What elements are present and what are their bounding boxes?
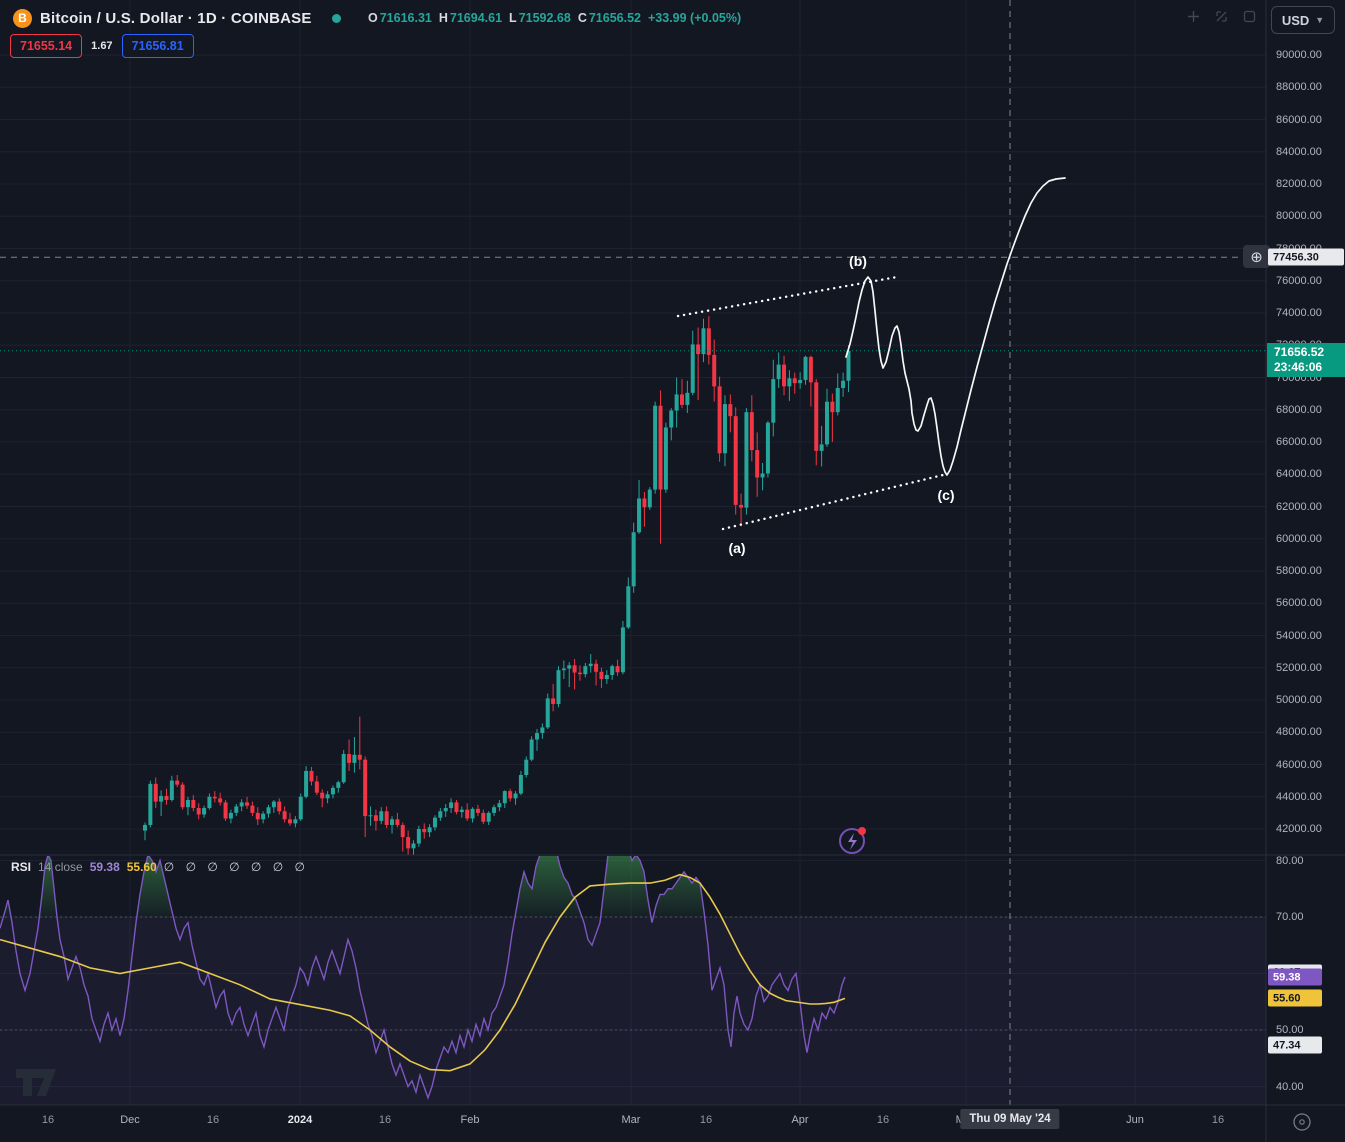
price-axis-label: 52000.00 — [1276, 661, 1322, 674]
add-pane-icon[interactable] — [1186, 9, 1201, 24]
close-value: 71656.52 — [588, 11, 641, 25]
price-axis-label: 62000.00 — [1276, 500, 1322, 513]
ohlc-readout: O 71616.31 H 71694.61 L 71592.68 C 71656… — [368, 11, 741, 25]
crosshair-date-badge: Thu 09 May '24 — [960, 1109, 1060, 1129]
symbol-header: B Bitcoin / U.S. Dollar · 1D · COINBASE — [13, 7, 341, 29]
price-axis-label: 44000.00 — [1276, 790, 1322, 803]
time-axis-tick: 16 — [378, 1114, 392, 1126]
price-axis-label: 86000.00 — [1276, 113, 1322, 126]
projection-path — [845, 177, 1066, 476]
time-axis-tick: 16 — [699, 1114, 713, 1126]
close-label: C — [577, 11, 587, 25]
rsi-value-badge: 55.60 — [1268, 989, 1322, 1007]
time-axis-tick: Dec — [120, 1114, 140, 1126]
high-label: H — [438, 11, 448, 25]
price-axis-label: 80000.00 — [1276, 210, 1322, 223]
price-axis-label: 48000.00 — [1276, 726, 1322, 739]
rsi-axis-label: 70.00 — [1276, 911, 1304, 923]
rsi-params: 14 close — [38, 860, 83, 874]
market-status-icon[interactable] — [331, 13, 341, 23]
trendline-lower — [721, 472, 949, 531]
time-axis-tick: 16 — [1211, 1114, 1225, 1126]
tradingview-logo-watermark — [16, 1069, 56, 1096]
low-value: 71592.68 — [518, 11, 571, 25]
timezone-clock-icon — [1293, 1113, 1311, 1131]
price-axis-label: 54000.00 — [1276, 629, 1322, 642]
rsi-legend[interactable]: RSI 14 close 59.38 55.60 ∅ ∅ ∅ ∅ ∅ ∅ ∅ — [11, 860, 309, 874]
price-axis-label: 88000.00 — [1276, 81, 1322, 94]
price-axis-label: 76000.00 — [1276, 274, 1322, 287]
spread-value: 1.67 — [91, 40, 113, 52]
last-price-badge: 71656.52 23:46:06 — [1267, 342, 1345, 377]
add-alert-plus-icon[interactable]: ⊕ — [1243, 245, 1270, 268]
price-axis-label: 74000.00 — [1276, 307, 1322, 319]
chevron-down-icon: ▼ — [1315, 15, 1325, 25]
rsi-ma-line — [0, 873, 846, 1072]
price-axis-label: 68000.00 — [1276, 403, 1322, 416]
price-axis-label: 90000.00 — [1276, 49, 1322, 61]
open-value: 71616.31 — [379, 11, 432, 25]
wave-label-a: (a) — [728, 540, 745, 556]
sell-button[interactable]: 71655.14 — [10, 34, 83, 58]
price-axis-label: 64000.00 — [1276, 468, 1322, 481]
rsi-overbought-fill — [0, 856, 845, 917]
rsi-empty-values: ∅ ∅ ∅ ∅ ∅ ∅ ∅ — [163, 860, 309, 874]
price-axis-label: 46000.00 — [1276, 758, 1322, 771]
low-label: L — [509, 11, 517, 25]
currency-dropdown[interactable]: USD ▼ — [1271, 6, 1335, 34]
candles — [143, 316, 851, 855]
rsi-axis-label: 40.00 — [1276, 1080, 1304, 1093]
rsi-value: 59.38 — [89, 860, 120, 874]
buy-button[interactable]: 71656.81 — [121, 34, 194, 58]
price-axis-label: 82000.00 — [1276, 178, 1322, 190]
time-axis-tick: 16 — [876, 1114, 890, 1126]
grid — [0, 0, 1266, 1105]
high-value: 71694.61 — [449, 11, 503, 25]
time-axis-tick: 16 — [206, 1114, 220, 1126]
price-axis-label: 42000.00 — [1276, 823, 1322, 835]
time-axis-tick: 2024 — [287, 1114, 313, 1126]
change-value: +33.99 (+0.05%) — [648, 11, 742, 25]
bitcoin-icon: B — [13, 8, 32, 28]
expand-icon[interactable] — [1214, 9, 1229, 24]
open-label: O — [368, 11, 378, 25]
rsi-indicator-name[interactable]: RSI — [11, 860, 32, 874]
price-axis-label: 50000.00 — [1276, 694, 1322, 706]
price-axis-label: 58000.00 — [1276, 565, 1322, 577]
bar-countdown: 23:46:06 — [1274, 359, 1323, 374]
trendline-upper — [676, 275, 899, 318]
rsi-ma-value: 55.60 — [126, 860, 157, 874]
lightning-badge-icon — [839, 827, 866, 854]
last-price-value: 71656.52 — [1274, 344, 1325, 359]
rsi-value-badge: 47.34 — [1268, 1036, 1322, 1054]
rsi-line — [0, 856, 846, 1100]
wave-label-b: (b) — [849, 253, 867, 269]
price-axis-label: 84000.00 — [1276, 145, 1322, 158]
symbol-title[interactable]: Bitcoin / U.S. Dollar · 1D · COINBASE — [40, 9, 312, 27]
price-axis-label: 66000.00 — [1276, 436, 1322, 448]
rsi-axis-label: 80.00 — [1276, 854, 1304, 867]
rsi-value-badge: 59.38 — [1268, 968, 1322, 986]
maximize-icon[interactable] — [1242, 9, 1257, 24]
time-axis-tick: Apr — [791, 1114, 809, 1126]
price-axis-label: 60000.00 — [1276, 532, 1322, 545]
time-axis-tick: Mar — [621, 1114, 641, 1126]
trade-widget: 71655.14 1.67 71656.81 — [10, 34, 194, 58]
crosshair-price-badge: 77456.30 — [1268, 248, 1344, 266]
pane-controls — [1186, 9, 1257, 24]
price-axis-label: 56000.00 — [1276, 597, 1322, 610]
rsi-axis-label: 50.00 — [1276, 1024, 1304, 1036]
time-axis-tick: Jun — [1126, 1114, 1144, 1126]
time-axis-tick: 16 — [41, 1114, 55, 1126]
time-axis-tick: Feb — [460, 1114, 480, 1126]
wave-label-c: (c) — [937, 487, 954, 503]
currency-label: USD — [1281, 12, 1310, 28]
